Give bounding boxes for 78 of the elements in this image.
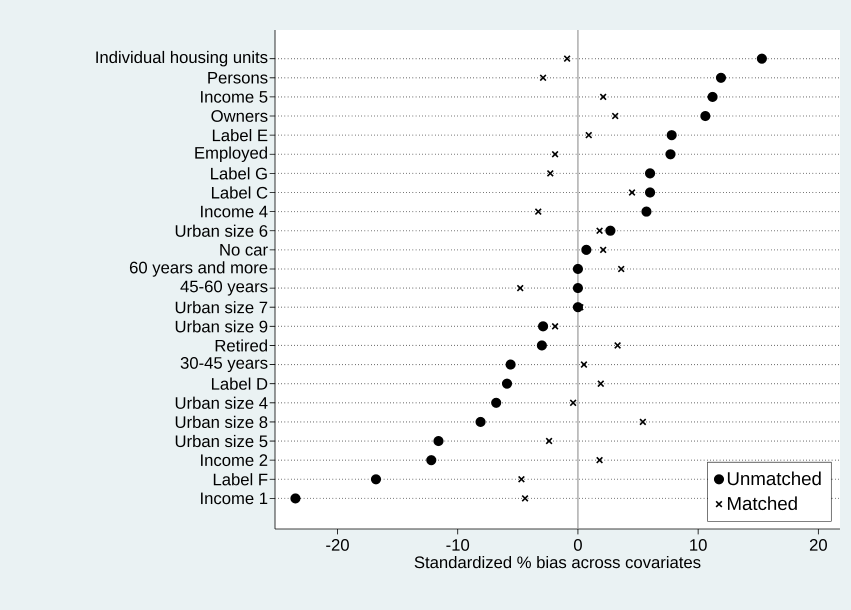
point — [290, 493, 301, 504]
point — [521, 494, 529, 502]
point — [707, 92, 718, 102]
y-tick-label: No car — [220, 244, 268, 256]
point — [539, 74, 547, 82]
y-tick-label: 60 years and more — [130, 261, 268, 277]
point — [572, 283, 583, 294]
point — [502, 378, 512, 389]
y-tick-label: Urban size 8 — [176, 416, 268, 428]
point — [563, 55, 571, 62]
y-tick-label: Urban size 5 — [176, 434, 268, 448]
y-tick-label: Persons — [208, 72, 268, 84]
point — [546, 170, 554, 178]
y-tick-label: Urban size 7 — [176, 301, 268, 314]
point — [491, 398, 502, 408]
point — [536, 340, 547, 351]
point — [516, 284, 524, 292]
point — [580, 360, 588, 368]
point — [596, 456, 604, 464]
point — [426, 455, 436, 466]
point — [551, 150, 559, 158]
y-tick-label: Income 2 — [201, 454, 268, 466]
y-tick-label: Urban size 6 — [176, 224, 268, 237]
point — [581, 244, 592, 255]
y-tick-label: Label F — [214, 473, 268, 486]
y-tick-label: Income 1 — [201, 492, 268, 504]
y-tick-label: Employed — [195, 146, 267, 162]
y-tick-label: Income 5 — [201, 91, 268, 103]
point — [433, 436, 444, 446]
legend-label: Unmatched — [728, 472, 821, 486]
point — [756, 54, 767, 64]
y-tick-label: Income 4 — [201, 206, 268, 218]
point — [551, 322, 559, 330]
y-tick-label: Retired — [216, 339, 267, 352]
point — [569, 399, 577, 406]
point — [597, 380, 604, 388]
point — [545, 437, 553, 445]
point — [644, 187, 656, 198]
y-tick-label: Urban size 9 — [176, 320, 268, 332]
point — [600, 93, 607, 101]
point — [618, 265, 625, 273]
point — [370, 474, 382, 484]
x-tick-label: 10 — [690, 539, 707, 551]
x-tick-label: -20 — [326, 539, 349, 551]
y-tick-label: 45-60 years — [180, 280, 268, 296]
point — [716, 72, 726, 83]
point — [475, 416, 486, 427]
point — [644, 168, 656, 178]
point — [596, 227, 604, 234]
point — [628, 188, 636, 196]
point — [585, 132, 592, 139]
point — [572, 264, 583, 274]
y-tick-label: Owners — [211, 110, 268, 122]
x-tick-label: 20 — [810, 539, 827, 551]
x-tick-label: 0 — [574, 539, 582, 551]
y-tick-label: 30-45 years — [180, 357, 268, 372]
y-tick-label: Label G — [211, 167, 267, 180]
point — [600, 246, 607, 254]
y-tick-label: Label C — [212, 186, 268, 199]
point — [614, 342, 622, 350]
point — [605, 226, 616, 236]
point — [538, 321, 548, 332]
point — [518, 476, 526, 483]
point — [612, 112, 619, 120]
x-axis-title: Standardized % bias across covariates — [414, 556, 700, 568]
point — [639, 418, 646, 426]
point — [665, 149, 676, 160]
y-tick-label: Label D — [212, 378, 268, 390]
point — [666, 130, 677, 140]
point — [700, 110, 710, 122]
y-tick-label: Individual housing units — [96, 50, 268, 66]
y-tick-label: Urban size 4 — [176, 396, 268, 409]
point — [506, 360, 516, 370]
y-tick-label: Label E — [212, 129, 268, 142]
legend-label: Matched — [728, 496, 797, 510]
x-tick-label: -10 — [446, 539, 470, 551]
point — [641, 206, 652, 217]
point — [534, 208, 542, 216]
